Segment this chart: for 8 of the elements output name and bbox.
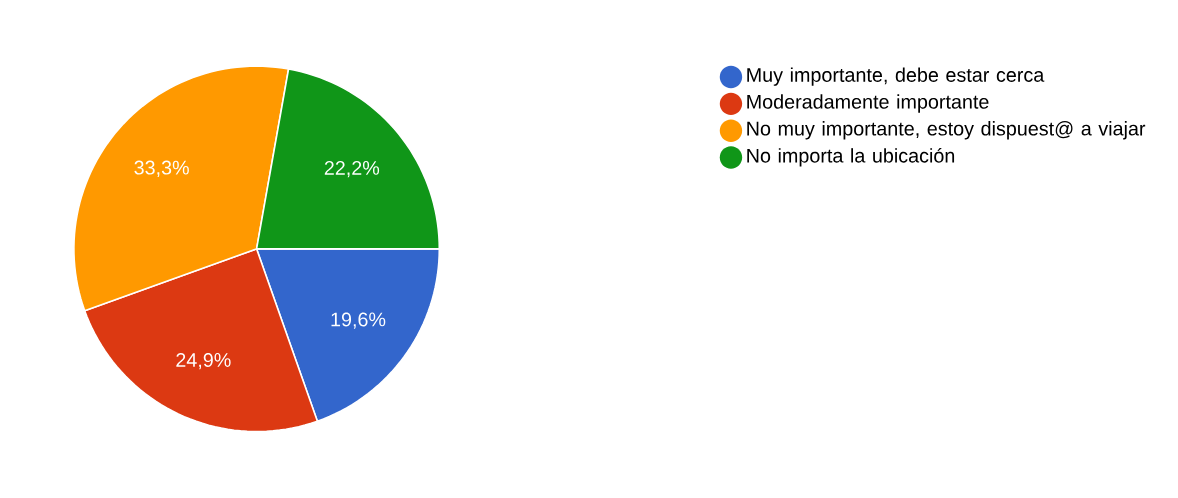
legend-label: Moderadamente importante: [747, 94, 989, 113]
data-label: 19,6%: [331, 312, 386, 329]
data-label: 33,3%: [134, 160, 189, 178]
legend-label: No muy importante, estoy dispuest@ a viajar: [747, 121, 1146, 140]
legend-label: No importa la ubicación: [747, 148, 955, 167]
legend-label: Muy importante, debe estar cerca: [747, 67, 1045, 86]
data-label: 24,9%: [176, 353, 231, 370]
data-label: 22,2%: [324, 161, 380, 178]
